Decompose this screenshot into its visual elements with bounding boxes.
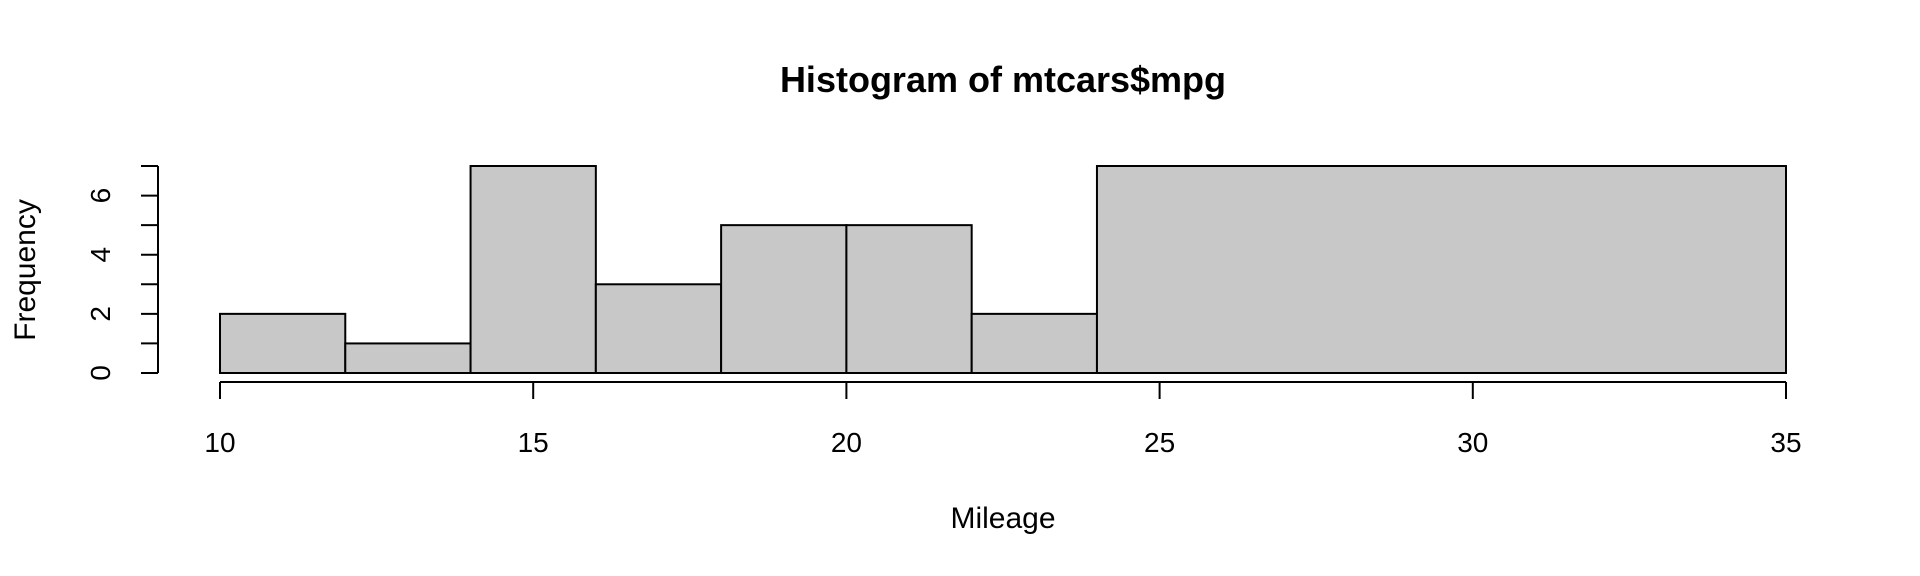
histogram-bar-2	[344, 342, 472, 374]
chart-title: Histogram of mtcars$mpg	[780, 59, 1226, 100]
y-axis-label: Frequency	[9, 199, 42, 341]
x-tick-label: 25	[1144, 427, 1175, 458]
histogram-bar-7	[970, 312, 1098, 375]
y-axis: 0 2 4 6	[85, 165, 159, 381]
histogram-bar-1	[219, 312, 347, 375]
histogram-bar-4	[594, 283, 723, 374]
y-tick-label: 0	[85, 365, 116, 381]
x-tick-label: 35	[1770, 427, 1801, 458]
y-tick-label: 6	[85, 188, 116, 204]
histogram-bar-5	[720, 224, 848, 374]
y-tick-label: 2	[85, 306, 116, 322]
histogram-bar-3	[469, 165, 597, 374]
x-tick-label: 30	[1457, 427, 1488, 458]
histogram-bars	[219, 165, 1787, 375]
x-tick-label: 20	[831, 427, 862, 458]
x-tick-label: 15	[518, 427, 549, 458]
histogram-bar-8	[1095, 165, 1787, 374]
y-tick-label: 4	[85, 247, 116, 263]
x-axis-label: Mileage	[950, 502, 1055, 535]
x-axis: 10 15 20 25 30 35	[204, 381, 1802, 458]
histogram-bar-6	[845, 224, 973, 374]
x-tick-label: 10	[204, 427, 235, 458]
